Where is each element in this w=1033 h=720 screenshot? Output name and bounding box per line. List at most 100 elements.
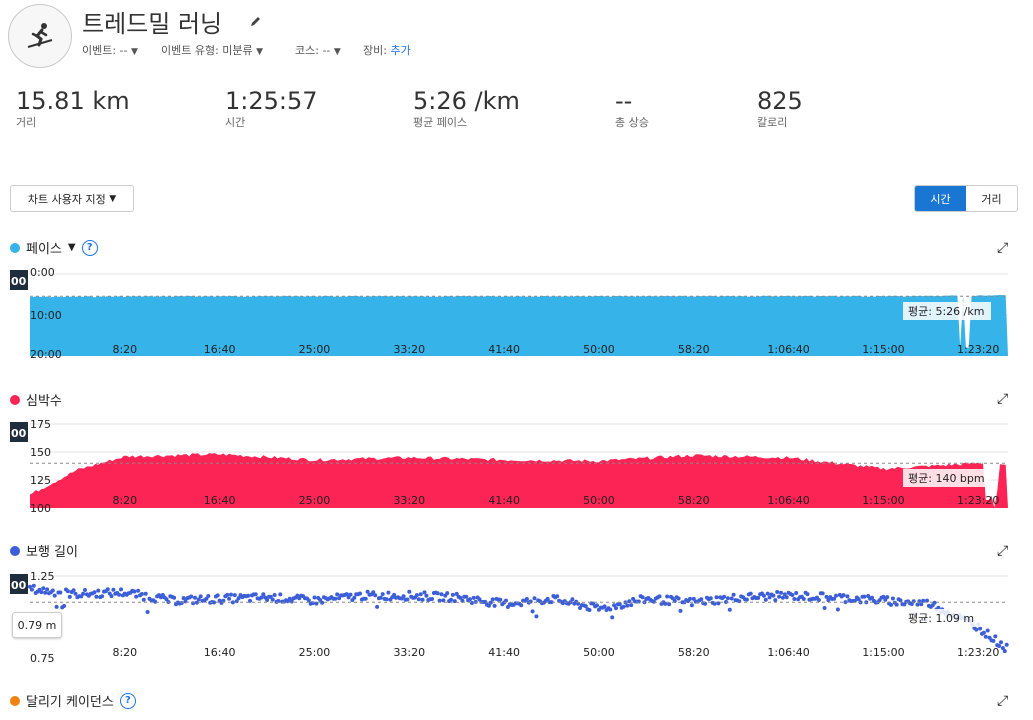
- stride-point: [767, 595, 772, 600]
- stride-point: [621, 604, 626, 609]
- stride-point: [991, 638, 996, 643]
- stride-point: [392, 592, 397, 597]
- stride-point: [424, 593, 429, 598]
- stride-point: [246, 593, 251, 598]
- x-tick-label: 1:23:20: [957, 343, 999, 356]
- stride-point: [689, 603, 694, 608]
- stride-point: [380, 592, 385, 597]
- gear-add-link[interactable]: 추가: [390, 44, 411, 57]
- edit-title-pencil-icon[interactable]: [250, 12, 262, 31]
- stride-point: [528, 599, 533, 604]
- stride-point: [999, 640, 1003, 645]
- stride-point: [610, 615, 615, 620]
- stride-point: [727, 607, 732, 612]
- stride-point: [318, 598, 323, 602]
- x-tick-label: 33:20: [393, 646, 425, 659]
- stride-point: [363, 596, 368, 601]
- stride-point: [227, 596, 232, 601]
- stride-point: [712, 601, 717, 606]
- stat-avg-pace: 5:26 /km 평균 페이스: [413, 87, 520, 129]
- treadmill-runner-icon: [27, 23, 53, 48]
- stride-point: [856, 597, 861, 602]
- stride-point: [437, 598, 442, 603]
- x-tick-label: 25:00: [299, 646, 331, 659]
- stride-point: [439, 592, 444, 597]
- stride-point: [486, 603, 491, 608]
- stride-point: [498, 597, 503, 602]
- stride-point: [206, 594, 211, 598]
- y-tick-label: 10:00: [30, 309, 62, 322]
- stride-point: [450, 592, 455, 597]
- x-tick-label: 8:20: [112, 343, 137, 356]
- stride-point: [545, 596, 550, 601]
- stride-point: [45, 587, 50, 592]
- stride-point: [845, 594, 850, 599]
- stride-point: [748, 591, 753, 596]
- x-tick-label: 50:00: [583, 646, 615, 659]
- stride-point: [889, 602, 893, 607]
- stride-point: [841, 593, 846, 598]
- pace-section-header: 페이스 ▼ ?: [10, 238, 98, 257]
- stride-point: [780, 595, 785, 600]
- stride-point: [287, 596, 292, 601]
- toggle-distance[interactable]: 거리: [981, 192, 1002, 206]
- stride-point: [1002, 649, 1007, 654]
- x-tick-label: 58:20: [678, 494, 710, 507]
- toggle-time[interactable]: 시간: [915, 186, 966, 211]
- stride-point: [221, 598, 226, 603]
- stride-point: [881, 594, 886, 599]
- stride-point: [92, 590, 97, 595]
- stride-point: [974, 627, 979, 632]
- stride-point: [414, 593, 419, 598]
- stride-tooltip: 0.79 m: [12, 612, 62, 638]
- stride-point: [418, 592, 423, 597]
- heart-rate-area: [30, 453, 1008, 508]
- expand-icon[interactable]: ⤢: [997, 391, 1009, 407]
- stride-point: [570, 597, 575, 602]
- x-tick-label: 8:20: [112, 646, 137, 659]
- stride-point: [41, 586, 46, 591]
- stride-point: [31, 583, 36, 588]
- stride-point: [94, 594, 99, 599]
- x-tick-label: 58:20: [678, 343, 710, 356]
- stride-point: [458, 595, 463, 600]
- course-dropdown[interactable]: 코스: -- ▼: [295, 44, 341, 57]
- expand-icon[interactable]: ⤢: [997, 543, 1009, 559]
- stride-point: [194, 600, 199, 605]
- stride-point: [777, 594, 782, 599]
- x-tick-label: 33:20: [393, 343, 425, 356]
- stride-point: [109, 594, 114, 599]
- stride-point: [460, 598, 465, 603]
- stride-point: [602, 604, 607, 609]
- stride-point: [141, 597, 146, 602]
- stride-point: [915, 602, 920, 607]
- stride-point: [136, 588, 141, 593]
- help-icon[interactable]: ?: [119, 692, 136, 709]
- stride-point: [824, 594, 829, 599]
- x-tick-label: 8:20: [112, 494, 137, 507]
- x-tick-label: 1:15:00: [862, 646, 904, 659]
- stride-point: [420, 597, 425, 602]
- event-dropdown[interactable]: 이벤트: -- ▼: [82, 44, 138, 57]
- stride-point: [792, 597, 797, 601]
- help-icon[interactable]: ?: [81, 239, 98, 256]
- stride-point: [232, 593, 237, 598]
- stride-point: [365, 589, 370, 594]
- expand-icon[interactable]: ⤢: [997, 693, 1009, 709]
- stride-point: [384, 597, 389, 602]
- event-type-dropdown[interactable]: 이벤트 유형: 미분류 ▼: [161, 44, 264, 57]
- stride-point: [312, 595, 317, 600]
- stride-point: [822, 606, 827, 610]
- y-tick-label: 175: [30, 418, 51, 431]
- stride-point: [835, 607, 840, 612]
- stride-point: [801, 597, 806, 601]
- y-axis-badge: [10, 422, 28, 442]
- average-label: 평균: 1.09 m: [903, 609, 991, 627]
- chevron-down-icon[interactable]: ▼: [67, 242, 76, 253]
- activity-type-icon: [8, 4, 72, 68]
- stride-point: [731, 592, 736, 597]
- customize-chart-button[interactable]: 차트 사용자 지정 ▼: [10, 185, 134, 212]
- stride-point: [265, 598, 270, 602]
- x-axis-toggle[interactable]: 시간 거리: [914, 185, 1018, 212]
- expand-icon[interactable]: ⤢: [997, 240, 1009, 256]
